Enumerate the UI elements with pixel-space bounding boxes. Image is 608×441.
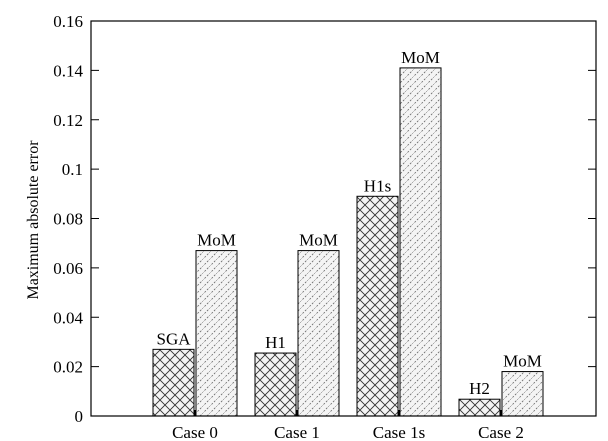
bar-label: MoM [503, 352, 542, 371]
y-tick-label: 0.02 [53, 358, 83, 377]
bar-label: H2 [469, 379, 490, 398]
y-axis-title: Maximum absolute error [25, 140, 42, 300]
y-tick-label: 0.1 [62, 160, 83, 179]
bar-label: MoM [299, 231, 338, 250]
bar-mom [501, 371, 544, 417]
y-tick-label: 0.06 [53, 259, 83, 278]
y-tick-label: 0.04 [53, 308, 83, 327]
bar-label: H1s [364, 176, 391, 195]
bar-mom [399, 67, 442, 417]
x-tick-label: Case 1s [373, 423, 425, 441]
bar-sga [152, 348, 195, 417]
x-tick-label: Case 2 [478, 423, 524, 441]
bar-label: H1 [265, 333, 286, 352]
bar-h1 [254, 352, 297, 417]
bar-h1s [356, 195, 399, 417]
bar-mom [195, 250, 238, 417]
y-tick-label: 0.16 [53, 12, 83, 31]
bar-label: SGA [156, 329, 191, 348]
y-tick-label: 0.12 [53, 111, 83, 130]
x-tick-label: Case 1 [274, 423, 320, 441]
y-tick-label: 0 [75, 407, 84, 426]
y-tick-label: 0.14 [53, 61, 83, 80]
bar-mom [297, 250, 340, 417]
bar-label: MoM [197, 231, 236, 250]
y-tick-label: 0.08 [53, 210, 83, 229]
bar-label: MoM [401, 48, 440, 67]
bar-h2 [458, 398, 501, 417]
plot-frame [90, 20, 597, 417]
x-tick-label: Case 0 [172, 423, 218, 441]
